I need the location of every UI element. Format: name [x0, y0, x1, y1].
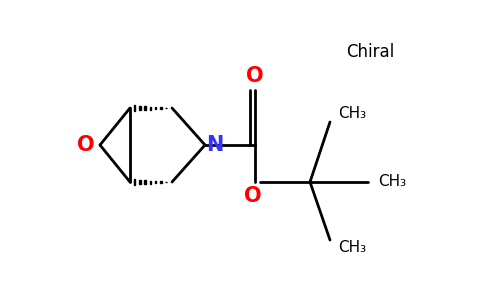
Polygon shape: [144, 106, 146, 110]
Text: Chiral: Chiral: [346, 43, 394, 61]
Polygon shape: [150, 181, 151, 184]
Polygon shape: [134, 179, 135, 184]
Polygon shape: [139, 180, 140, 184]
Polygon shape: [160, 181, 162, 183]
Polygon shape: [155, 107, 156, 109]
Text: N: N: [206, 135, 224, 155]
Polygon shape: [134, 105, 135, 111]
Text: CH₃: CH₃: [338, 106, 366, 122]
Polygon shape: [144, 180, 146, 184]
Text: CH₃: CH₃: [378, 175, 406, 190]
Text: O: O: [244, 186, 262, 206]
Text: O: O: [77, 135, 95, 155]
Text: O: O: [246, 66, 264, 86]
Polygon shape: [160, 107, 162, 109]
Polygon shape: [150, 106, 151, 110]
Polygon shape: [155, 181, 156, 183]
Text: CH₃: CH₃: [338, 241, 366, 256]
Polygon shape: [139, 106, 140, 110]
